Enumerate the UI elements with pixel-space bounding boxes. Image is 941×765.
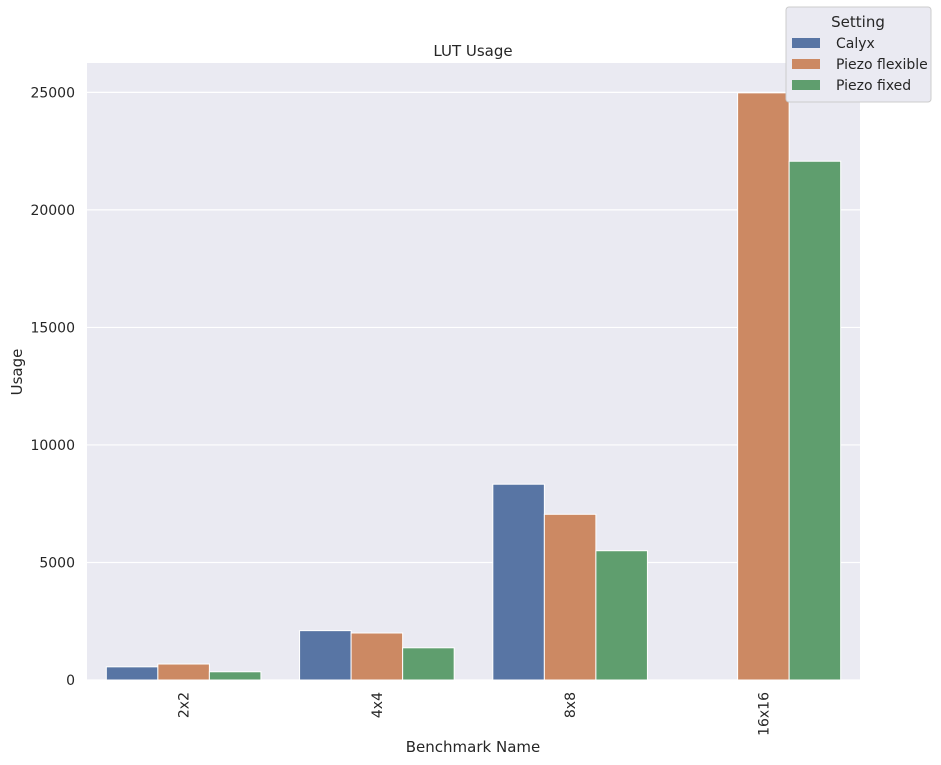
bar-2x2-calyx [105, 666, 159, 681]
bar-2x2-piezo-flexible [157, 663, 210, 681]
y-axis-title: Usage [8, 349, 26, 396]
legend-label: Calyx [836, 36, 875, 52]
legend-swatch [792, 59, 820, 69]
x-axis-title: Benchmark Name [406, 738, 540, 756]
y-tick-label: 15000 [30, 320, 75, 336]
legend-title: Setting [831, 13, 885, 31]
bar-8x8-piezo-fixed [595, 550, 648, 681]
bar-4x4-piezo-flexible [350, 632, 404, 681]
x-tick-label: 8x8 [563, 692, 579, 718]
legend: Setting Calyx Piezo flexible Piezo fixed [785, 6, 932, 103]
x-tick-label: 2x2 [177, 692, 193, 718]
legend-label: Piezo flexible [836, 57, 928, 73]
x-tick-label: 4x4 [370, 692, 386, 718]
y-tick-label: 10000 [30, 438, 75, 454]
bars [105, 92, 842, 681]
y-tick-label: 5000 [39, 555, 75, 571]
bar-2x2-piezo-fixed [208, 671, 262, 681]
y-tick-label: 20000 [30, 203, 75, 219]
y-tick-label: 25000 [30, 85, 75, 101]
x-tick-label: 16x16 [756, 692, 772, 736]
y-tick-labels: 0 5000 10000 15000 20000 25000 [30, 85, 75, 689]
bar-8x8-calyx [492, 483, 545, 681]
bar-16x16-piezo-flexible [737, 92, 790, 681]
x-tick-labels: 2x2 4x4 8x8 16x16 [177, 692, 773, 736]
bar-4x4-piezo-fixed [402, 647, 455, 681]
legend-swatch [792, 80, 820, 90]
chart-title: LUT Usage [433, 42, 512, 60]
y-tick-label: 0 [66, 673, 75, 689]
bar-16x16-piezo-fixed [788, 160, 842, 681]
bar-8x8-piezo-flexible [543, 513, 597, 681]
legend-label: Piezo fixed [836, 78, 911, 94]
bar-4x4-calyx [299, 630, 352, 681]
plot-background [87, 63, 860, 680]
legend-box [785, 6, 932, 103]
legend-swatch [792, 38, 820, 48]
